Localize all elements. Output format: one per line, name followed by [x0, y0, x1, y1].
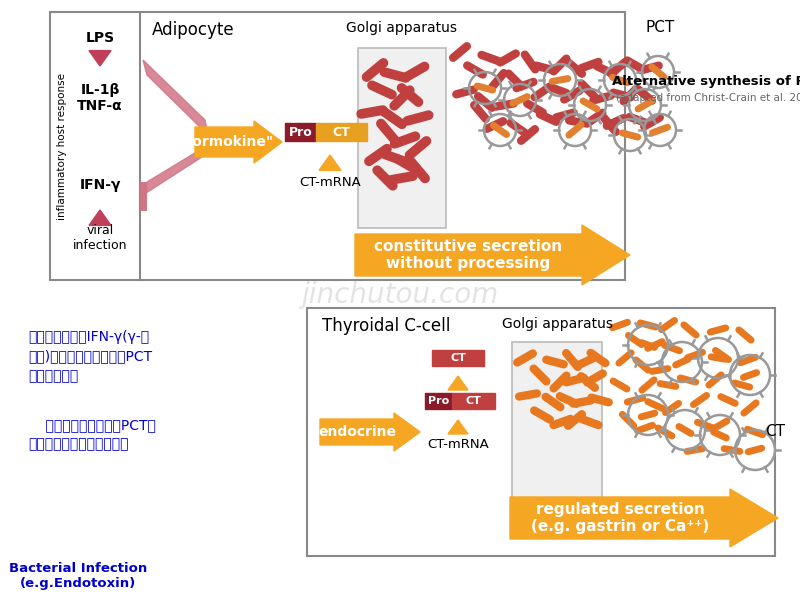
Text: PCT: PCT [646, 20, 674, 35]
Bar [358, 48, 446, 228]
Text: Pro: Pro [428, 396, 449, 406]
Text: "hormokine": "hormokine" [175, 135, 274, 149]
Polygon shape [89, 210, 111, 226]
Text: endocrine: endocrine [318, 425, 396, 439]
Text: Pro: Pro [289, 125, 313, 139]
Text: Golgi apparatus: Golgi apparatus [502, 317, 613, 331]
Bar [432, 350, 484, 366]
Bar [307, 308, 775, 556]
Text: IL-1β: IL-1β [80, 83, 120, 97]
Text: 因此，病毒感染时，PCT的
浓度将会保持在较低的水平: 因此，病毒感染时，PCT的 浓度将会保持在较低的水平 [28, 418, 156, 451]
Text: Golgi apparatus: Golgi apparatus [346, 21, 458, 35]
Text: CT: CT [333, 125, 350, 139]
Bar [285, 123, 316, 141]
Text: Alternative synthesis of PCT: Alternative synthesis of PCT [612, 76, 800, 88]
Polygon shape [319, 155, 341, 170]
Polygon shape [355, 225, 630, 285]
Polygon shape [143, 145, 208, 195]
Text: CT-mRNA: CT-mRNA [299, 176, 361, 190]
Polygon shape [89, 50, 111, 66]
Bar [425, 393, 451, 409]
Bar [140, 12, 625, 280]
Polygon shape [320, 413, 420, 451]
Text: viral
infection: viral infection [73, 224, 127, 252]
Text: regulated secretion
(e.g. gastrin or Ca⁺⁺): regulated secretion (e.g. gastrin or Ca⁺… [531, 502, 709, 534]
Bar [316, 123, 367, 141]
Text: inflammatory host response: inflammatory host response [57, 73, 67, 220]
Text: Adipocyte: Adipocyte [152, 21, 234, 39]
Text: CT-mRNA: CT-mRNA [427, 439, 489, 451]
Polygon shape [448, 376, 468, 390]
Polygon shape [448, 420, 468, 434]
Polygon shape [195, 121, 282, 163]
Text: constitutive secretion
without processing: constitutive secretion without processin… [374, 239, 562, 271]
Bar [50, 12, 143, 280]
Text: Thyroidal C-cell: Thyroidal C-cell [322, 317, 450, 335]
Text: Bacterial Infection
(e.g.Endotoxin): Bacterial Infection (e.g.Endotoxin) [9, 562, 147, 590]
Text: IFN-γ: IFN-γ [79, 178, 121, 192]
Text: CT: CT [450, 353, 466, 363]
Text: 在病毒感染时，IFN-γ(γ-干
扰素)大量产生，将会抑制PCT
的激活及产生: 在病毒感染时，IFN-γ(γ-干 扰素)大量产生，将会抑制PCT 的激活及产生 [28, 330, 152, 383]
Text: (adapted from Christ-Crain et al. 2005): (adapted from Christ-Crain et al. 2005) [616, 93, 800, 103]
Bar [512, 342, 602, 500]
Text: CT: CT [765, 425, 785, 439]
Text: CT: CT [466, 396, 482, 406]
Polygon shape [510, 489, 778, 547]
Polygon shape [143, 60, 208, 135]
Bar [451, 393, 495, 409]
Text: TNF-α: TNF-α [77, 99, 123, 113]
Text: jinchutou.com: jinchutou.com [302, 281, 498, 309]
Text: LPS: LPS [86, 31, 114, 45]
